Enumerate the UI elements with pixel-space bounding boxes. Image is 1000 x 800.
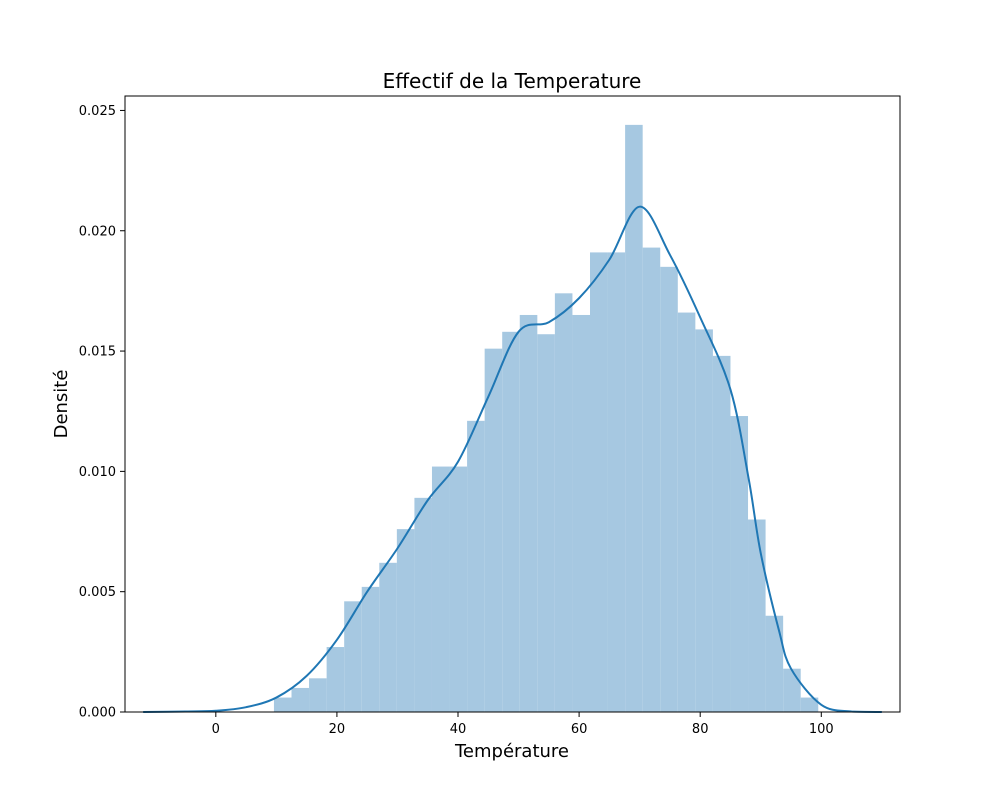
y-tick-label: 0.005 — [79, 585, 116, 600]
histogram-bar — [695, 329, 713, 712]
histogram-bar — [379, 562, 397, 712]
histogram-bar — [765, 615, 784, 712]
plot-frame — [124, 95, 901, 713]
histogram-bar — [677, 312, 696, 712]
histogram-bar — [309, 678, 327, 712]
histogram-bar — [625, 124, 643, 712]
y-axis: 0.000 0.005 0.010 0.015 0.020 0.025 — [79, 104, 125, 721]
histogram-bar — [484, 348, 503, 712]
x-axis: 0 20 40 60 80 100 — [212, 712, 834, 737]
histogram-bar — [273, 697, 292, 712]
histogram-bar — [449, 466, 468, 712]
x-tick-label: 60 — [571, 722, 588, 737]
y-tick-label: 0.000 — [79, 706, 116, 721]
y-tick-label: 0.025 — [79, 104, 116, 119]
histogram-bar — [291, 687, 310, 712]
kde-line — [143, 205, 882, 713]
histogram-bar — [502, 331, 520, 712]
x-axis-label: Température — [454, 741, 569, 762]
histogram-bar — [730, 416, 749, 712]
y-axis-label: Densité — [51, 370, 72, 439]
y-tick-label: 0.015 — [79, 345, 116, 360]
chart-title: Effectif de la Temperature — [383, 69, 642, 93]
histogram-bar — [537, 334, 555, 712]
x-tick-label: 0 — [212, 722, 220, 737]
histogram-bar — [800, 697, 819, 712]
histogram-bars — [273, 124, 819, 712]
histogram-bar — [431, 466, 450, 712]
x-tick-label: 40 — [450, 722, 467, 737]
x-tick-label: 100 — [809, 722, 834, 737]
histogram-bar — [712, 355, 731, 712]
histogram-bar — [642, 247, 661, 712]
x-tick-label: 20 — [329, 722, 346, 737]
histogram-bar — [660, 266, 678, 712]
histogram-bar — [361, 586, 380, 712]
histogram-bar — [607, 252, 626, 712]
histogram-bar — [414, 497, 432, 712]
histogram-bar — [326, 647, 345, 712]
y-tick-label: 0.010 — [79, 465, 116, 480]
histogram-bar — [590, 252, 608, 712]
histogram-bar — [783, 668, 801, 712]
y-tick-label: 0.020 — [79, 224, 116, 239]
histogram-bar — [748, 519, 766, 712]
histogram-bar — [344, 601, 362, 712]
histogram-bar — [467, 420, 485, 712]
x-tick-label: 80 — [692, 722, 709, 737]
histogram-bar — [554, 293, 573, 712]
histogram-bar — [396, 529, 415, 712]
histogram-bar — [572, 314, 590, 712]
histogram-bar — [519, 314, 538, 712]
